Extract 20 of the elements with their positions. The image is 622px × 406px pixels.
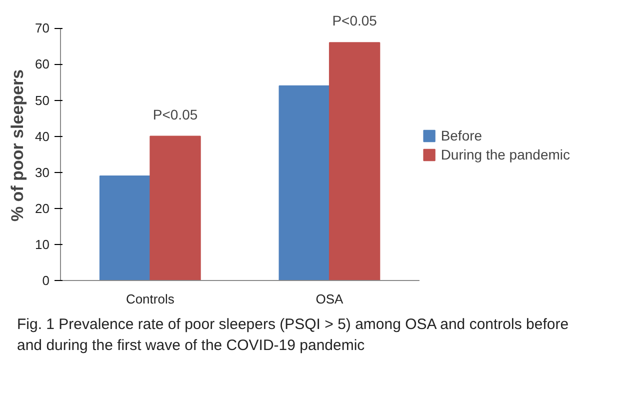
annotation: P<0.05: [332, 12, 378, 29]
x-tick-label: OSA: [316, 292, 344, 306]
y-tick-label: 30: [35, 164, 50, 180]
legend-label: During the pandemic: [440, 146, 570, 162]
x-tick-label: Controls: [126, 292, 175, 306]
y-tick-label: 0: [42, 273, 50, 288]
legend-label: Before: [440, 128, 482, 144]
y-tick-label: 50: [35, 92, 50, 108]
bar: [328, 42, 380, 280]
y-tick-label: 20: [35, 200, 50, 216]
annotation: P<0.05: [152, 106, 198, 122]
y-axis-title: % of poor sleepers: [8, 69, 28, 222]
y-tick-label: 10: [35, 236, 50, 252]
y-tick-label: 60: [35, 56, 50, 72]
bar: [99, 175, 151, 280]
y-tick-label: 40: [35, 128, 50, 144]
bar: [150, 136, 201, 280]
bar: [278, 85, 330, 280]
y-tick-label: 70: [35, 20, 50, 36]
caption: Fig. 1 Prevalence rate of poor sleepers (PSQI > 5) among OSA and controls before and during the first wave of the COVID-19 pandemic: [16, 315, 570, 356]
